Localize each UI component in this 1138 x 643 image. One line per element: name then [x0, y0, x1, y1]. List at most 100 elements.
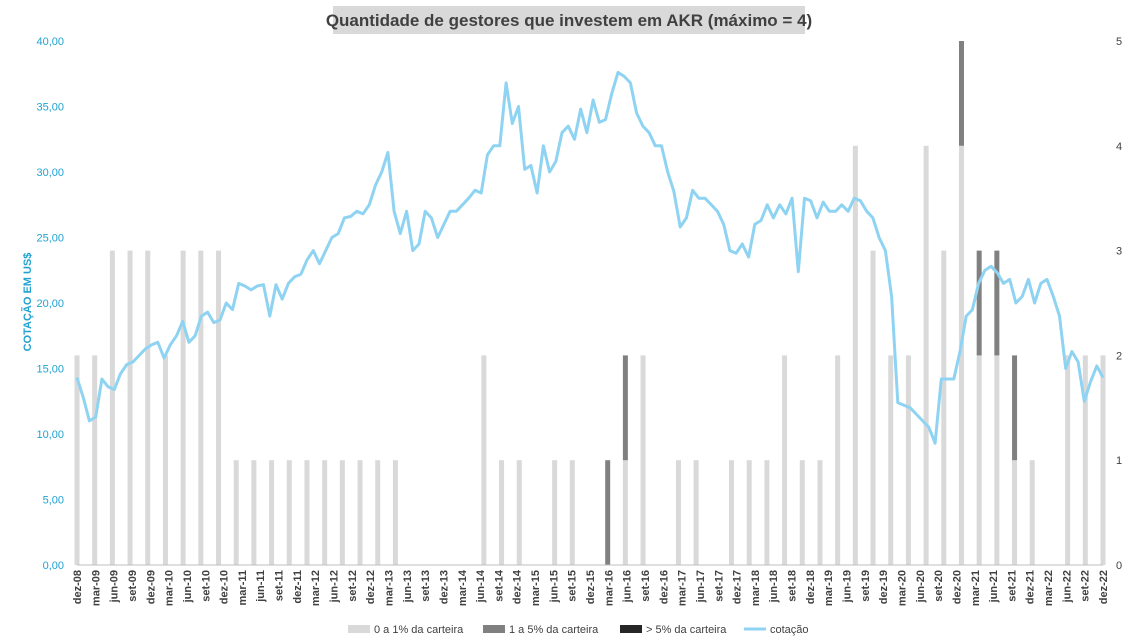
bar-low-46	[888, 355, 894, 565]
x-tick-label: mar-17	[677, 570, 689, 606]
bar-low-45	[870, 250, 876, 565]
x-tick-label: set-16	[640, 570, 652, 602]
legend-swatch-2	[620, 625, 642, 633]
x-tick-label: mar-10	[164, 570, 176, 606]
bar-low-44	[852, 145, 858, 566]
y-left-tick-label: 5,00	[43, 495, 64, 507]
bar-low-37	[729, 460, 735, 565]
bar-low-43	[835, 355, 841, 565]
x-tick-label: dez-18	[805, 570, 817, 604]
x-tick-label: set-11	[274, 570, 286, 601]
bar-low-9	[233, 460, 239, 565]
bar-low-35	[693, 460, 699, 565]
x-tick-label: mar-18	[750, 570, 762, 606]
bar-low-31	[622, 460, 628, 565]
legend-swatch-0	[348, 625, 370, 633]
y-left-tick-label: 30,00	[36, 167, 64, 179]
x-tick-label: mar-09	[90, 570, 102, 606]
x-tick-label: dez-13	[438, 570, 450, 604]
y-axis-left-label: COTAÇÃO EM US$	[21, 253, 34, 352]
x-tick-label: mar-12	[310, 570, 322, 606]
legend-label-0: 0 a 1% da carteira	[374, 624, 464, 636]
bar-low-27	[552, 460, 558, 565]
bar-low-49	[941, 250, 947, 565]
bar-mid-51	[976, 250, 982, 356]
chart-title-box	[333, 6, 805, 34]
bar-low-48	[923, 145, 929, 566]
bar-low-34	[675, 460, 681, 565]
bar-low-12	[286, 460, 292, 565]
x-tick-label: mar-15	[530, 570, 542, 606]
x-tick-label: jun-13	[402, 570, 414, 603]
bar-low-41	[799, 460, 805, 565]
bar-low-11	[269, 460, 275, 565]
bar-low-56	[1065, 355, 1071, 565]
x-tick-label: dez-08	[72, 570, 84, 604]
x-tick-label: jun-09	[109, 570, 121, 603]
bar-low-18	[392, 460, 398, 565]
y-right-tick-label: 0	[1116, 560, 1122, 572]
x-tick-label: jun-10	[182, 570, 194, 603]
x-tick-label: set-19	[860, 570, 872, 602]
y-right-tick-label: 3	[1116, 246, 1122, 258]
x-tick-label: jun-17	[695, 570, 707, 603]
x-tick-label: jun-15	[548, 570, 560, 603]
x-tick-label: mar-13	[384, 570, 396, 606]
legend-label-2: > 5% da carteira	[646, 624, 727, 636]
y-left-tick-label: 10,00	[36, 429, 64, 441]
bar-low-53	[1012, 460, 1018, 565]
x-tick-label: mar-19	[823, 570, 835, 606]
bar-low-58	[1100, 355, 1106, 565]
y-left-tick-label: 20,00	[36, 298, 64, 310]
bar-low-14	[322, 460, 328, 565]
x-tick-label: set-10	[200, 570, 212, 602]
x-tick-label: mar-20	[897, 570, 909, 606]
y-right-tick-label: 5	[1116, 36, 1122, 48]
bar-low-0	[74, 355, 80, 565]
bar-low-52	[994, 355, 1000, 565]
bar-mid-53	[1012, 355, 1018, 461]
legend: 0 a 1% da carteira 1 a 5% da carteira > 5%…	[348, 624, 809, 636]
x-tick-label: set-20	[933, 570, 945, 602]
y-left-tick-label: 0,00	[43, 560, 64, 572]
x-tick-label: set-14	[493, 569, 505, 602]
x-tick-label: set-18	[787, 570, 799, 602]
bar-low-8	[216, 250, 222, 565]
x-tick-label: mar-14	[457, 569, 469, 606]
price-line-group	[75, 70, 1105, 445]
x-tick-label: dez-21	[1025, 570, 1037, 604]
bar-low-40	[782, 355, 788, 565]
y-left-tick-label: 40,00	[36, 36, 64, 48]
ticks-group: 0,005,0010,0015,0020,0025,0030,0035,0040…	[36, 36, 1122, 606]
x-tick-label: dez-15	[585, 570, 597, 604]
x-tick-label: jun-14	[475, 569, 487, 603]
bar-low-10	[251, 460, 257, 565]
x-tick-label: mar-16	[603, 570, 615, 606]
bar-low-13	[304, 460, 310, 565]
y-right-tick-label: 4	[1116, 141, 1122, 153]
bar-low-54	[1029, 460, 1035, 565]
y-left-tick-label: 25,00	[36, 233, 64, 245]
x-tick-label: jun-21	[988, 570, 1000, 603]
bar-low-25	[516, 460, 522, 565]
x-tick-label: mar-11	[237, 570, 249, 605]
x-tick-label: mar-22	[1043, 570, 1055, 606]
x-tick-label: dez-10	[219, 570, 231, 604]
x-tick-label: set-17	[713, 570, 725, 602]
bar-low-2	[109, 250, 115, 565]
x-tick-label: dez-16	[658, 570, 670, 604]
y-left-tick-label: 15,00	[36, 364, 64, 376]
x-tick-label: set-13	[420, 570, 432, 602]
x-tick-label: set-21	[1006, 570, 1018, 602]
bar-low-24	[499, 460, 505, 565]
x-tick-label: dez-14	[512, 569, 524, 604]
x-tick-label: jun-22	[1061, 570, 1073, 603]
legend-label-1: 1 a 5% da carteira	[509, 624, 599, 636]
x-tick-label: jun-18	[768, 570, 780, 603]
x-tick-label: dez-17	[732, 570, 744, 604]
legend-swatch-1	[483, 625, 505, 633]
x-tick-label: set-15	[567, 570, 579, 602]
bar-low-57	[1082, 355, 1088, 565]
